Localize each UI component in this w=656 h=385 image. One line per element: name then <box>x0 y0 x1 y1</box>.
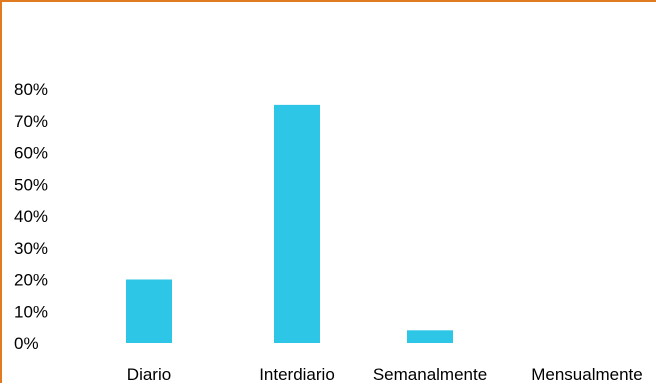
bar-interdiario <box>274 104 320 343</box>
x-category-label: Semanalmente <box>373 365 487 384</box>
y-tick-label: 40% <box>14 207 48 226</box>
bar-diario <box>126 279 172 343</box>
y-tick-label: 80% <box>14 80 48 99</box>
x-category-label: Diario <box>127 365 171 384</box>
y-tick-label: 70% <box>14 112 48 131</box>
bars <box>126 104 453 343</box>
y-tick-label: 30% <box>14 239 48 258</box>
y-tick-label: 20% <box>14 271 48 290</box>
x-category-label: Interdiario <box>259 365 335 384</box>
y-tick-label: 10% <box>14 302 48 321</box>
x-axis-labels: Diario Interdiario Semanalmente Mensualment… <box>127 365 643 384</box>
y-tick-label: 50% <box>14 175 48 194</box>
bar-semanalmente <box>407 330 453 343</box>
y-tick-label: 60% <box>14 144 48 163</box>
x-category-label: Mensualmente <box>531 365 643 384</box>
y-tick-label: 0% <box>14 334 39 353</box>
y-axis-ticks: 0% 10% 20% 30% 40% 50% 60% 70% 80% <box>14 80 48 353</box>
